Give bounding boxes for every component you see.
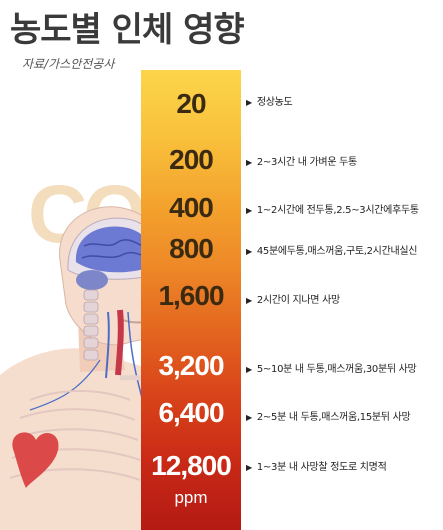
unit-label: ppm: [174, 488, 208, 507]
effect-6400: ▶ 2~5분 내 두통,매스꺼움,15분뒤 사망: [246, 412, 411, 423]
triangle-right-icon: ▶: [246, 463, 252, 472]
effect-800: ▶ 45분에두통,매스꺼움,구토,2시간내실신: [246, 246, 418, 257]
level-value-12800: 12,800: [151, 450, 232, 481]
source-credit: 자료/가스안전공사: [22, 57, 115, 71]
triangle-right-icon: ▶: [246, 296, 252, 305]
level-value-800: 800: [169, 233, 214, 264]
effect-1600: ▶ 2시간이 지나면 사망: [246, 295, 340, 306]
effect-3200: ▶ 5~10분 내 두통,매스꺼움,30분뒤 사망: [246, 364, 417, 375]
level-value-400: 400: [169, 192, 214, 223]
level-value-200: 200: [169, 144, 214, 175]
concentration-scale-bar: 20 200 400 800 1,600 3,200 6,400 12,800 …: [141, 70, 241, 530]
triangle-right-icon: ▶: [246, 413, 252, 422]
effect-400: ▶ 1~2시간에 전두통,2.5~3시간에후두통: [246, 205, 419, 216]
page-title: 농도별 인체 영향: [10, 10, 245, 50]
level-value-6400: 6,400: [158, 397, 224, 428]
triangle-right-icon: ▶: [246, 158, 252, 167]
level-value-20: 20: [176, 88, 206, 119]
effect-200: ▶ 2~3시간 내 가벼운 두통: [246, 157, 357, 168]
triangle-right-icon: ▶: [246, 247, 252, 256]
level-value-3200: 3,200: [158, 350, 224, 381]
effect-20: ▶ 정상농도: [246, 97, 293, 108]
triangle-right-icon: ▶: [246, 98, 252, 107]
level-value-1600: 1,600: [158, 280, 224, 311]
triangle-right-icon: ▶: [246, 365, 252, 374]
triangle-right-icon: ▶: [246, 206, 252, 215]
effect-12800: ▶ 1~3분 내 사망찰 정도로 치명적: [246, 462, 387, 473]
